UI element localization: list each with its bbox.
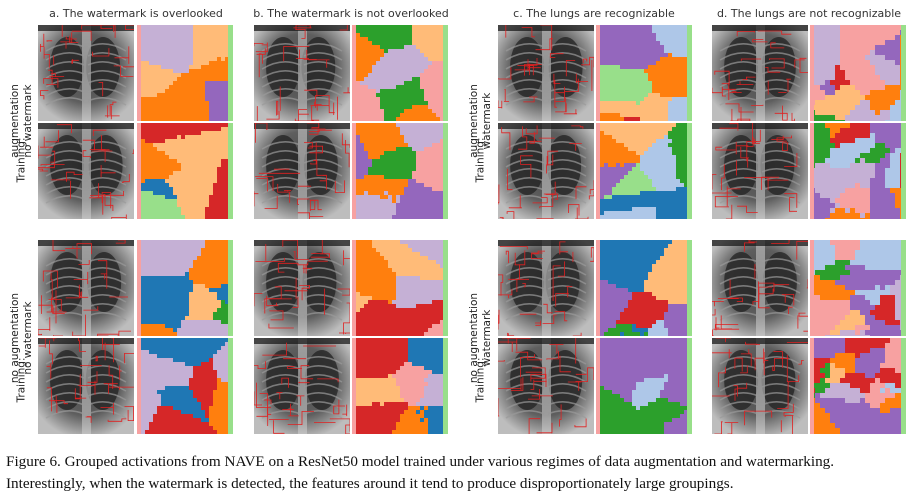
- xray-image-col4-row4: [712, 338, 808, 434]
- xray-image-col3-row1: [498, 25, 594, 121]
- segmentation-map-col3-row4: [596, 338, 692, 434]
- row-label-right-bottom-training: Training:: [474, 357, 487, 403]
- segmentation-map-col4-row1: [810, 25, 906, 121]
- xray-image-col4-row2: [712, 123, 808, 219]
- segmentation-map-col2-row1: [352, 25, 448, 121]
- segmentation-map-col3-row1: [596, 25, 692, 121]
- xray-image-col2-row3: [254, 240, 350, 336]
- caption-line-1: Figure 6. Grouped activations from NAVE …: [6, 453, 835, 470]
- xray-image-col3-row3: [498, 240, 594, 336]
- xray-image-col2-row1: [254, 25, 350, 121]
- segmentation-map-col1-row3: [137, 240, 233, 336]
- xray-image-col2-row2: [254, 123, 350, 219]
- xray-image-col3-row4: [498, 338, 594, 434]
- row-label-right-top-training: Training:: [474, 137, 487, 183]
- column-title-c: c. The lungs are recognizable: [513, 7, 675, 20]
- column-title-a: a. The watermark is overlooked: [49, 7, 223, 20]
- row-label-left-top-training: Training:: [15, 137, 28, 183]
- figure-caption: Figure 6. Grouped activations from NAVE …: [6, 451, 912, 495]
- segmentation-map-col2-row2: [352, 123, 448, 219]
- segmentation-map-col1-row2: [137, 123, 233, 219]
- row-label-left-bottom-training: Training:: [15, 357, 28, 403]
- column-title-d: d. The lungs are not recognizable: [716, 7, 902, 20]
- segmentation-map-col3-row3: [596, 240, 692, 336]
- segmentation-map-col1-row4: [137, 338, 233, 434]
- segmentation-map-col4-row3: [810, 240, 906, 336]
- xray-image-col1-row2: [38, 123, 134, 219]
- xray-image-col3-row2: [498, 123, 594, 219]
- xray-image-col4-row3: [712, 240, 808, 336]
- segmentation-map-col3-row2: [596, 123, 692, 219]
- xray-image-col1-row1: [38, 25, 134, 121]
- xray-image-col4-row1: [712, 25, 808, 121]
- caption-line-2: Interestingly, when the watermark is det…: [6, 475, 734, 492]
- segmentation-map-col4-row4: [810, 338, 906, 434]
- column-title-b: b. The watermark is not overlooked: [253, 7, 449, 20]
- segmentation-map-col2-row3: [352, 240, 448, 336]
- segmentation-map-col2-row4: [352, 338, 448, 434]
- segmentation-map-col4-row2: [810, 123, 906, 219]
- segmentation-map-col1-row1: [137, 25, 233, 121]
- xray-image-col1-row4: [38, 338, 134, 434]
- xray-image-col1-row3: [38, 240, 134, 336]
- xray-image-col2-row4: [254, 338, 350, 434]
